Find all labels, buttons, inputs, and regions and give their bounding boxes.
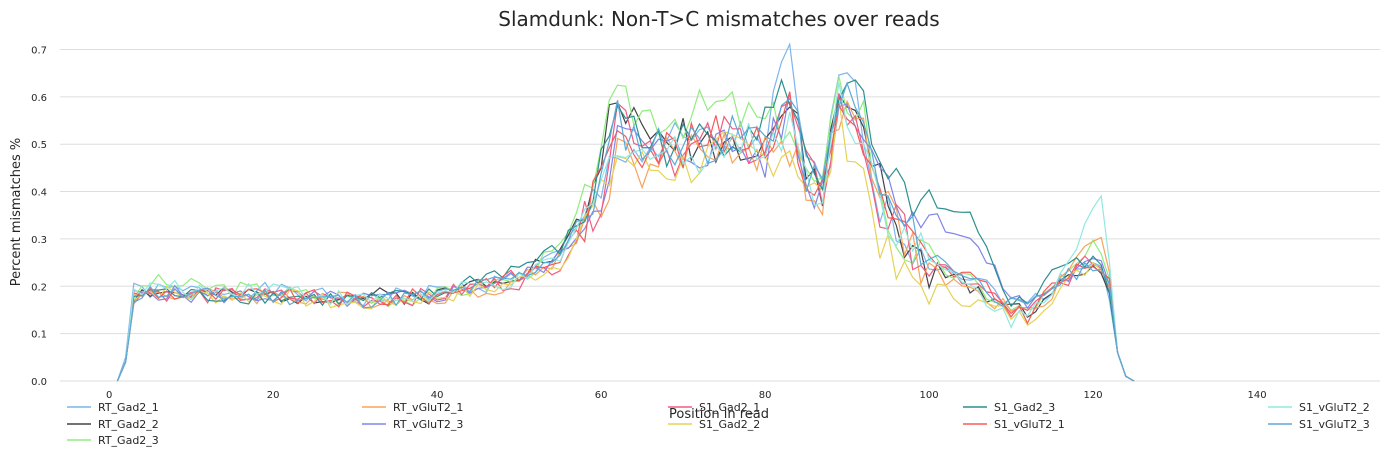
series-line-s1-gad2-2 — [116, 98, 1135, 382]
x-tick-label: 60 — [595, 390, 608, 401]
y-tick-label: 0.4 — [31, 188, 47, 199]
legend-label-rt-gad2-3: RT_Gad2_3 — [98, 434, 159, 447]
y-tick-label: 0.2 — [31, 282, 47, 293]
y-axis-ticks: 0.0 0.1 0.2 0.3 0.4 0.5 0.6 0.7 — [31, 45, 47, 388]
series-lines — [116, 42, 1135, 382]
x-tick-label: 140 — [1247, 390, 1266, 401]
y-tick-label: 0.5 — [31, 140, 47, 151]
series-line-s1-vglut2-1 — [116, 91, 1135, 382]
x-tick-label: 40 — [431, 390, 444, 401]
y-tick-label: 0.6 — [31, 93, 47, 104]
y-tick-label: 0.3 — [31, 235, 47, 246]
legend-label-s1-gad2-1: S1_Gad2_1 — [699, 401, 760, 414]
legend-label-s1-vglut2-1: S1_vGluT2_1 — [994, 418, 1065, 431]
x-tick-label: 80 — [759, 390, 772, 401]
y-axis-label: Percent mismatches % — [9, 138, 24, 286]
grid — [60, 48, 1380, 382]
legend-label-s1-vglut2-2: S1_vGluT2_2 — [1299, 401, 1370, 414]
x-axis-ticks: 0 20 40 60 80 100 120 140 — [106, 390, 1267, 401]
x-axis-label: Position in read — [669, 407, 769, 422]
chart-title: Slamdunk: Non-T>C mismatches over reads — [498, 7, 939, 31]
legend-label-rt-vglut2-3: RT_vGluT2_3 — [393, 418, 463, 431]
legend-label-s1-gad2-2: S1_Gad2_2 — [699, 418, 760, 431]
y-tick-label: 0.0 — [31, 377, 47, 388]
series-line-rt-gad2-3 — [116, 76, 1135, 382]
series-line-rt-gad2-1 — [116, 42, 1135, 382]
series-line-rt-vglut2-3 — [116, 91, 1135, 382]
legend-label-rt-gad2-1: RT_Gad2_1 — [98, 401, 159, 414]
legend-label-s1-vglut2-3: S1_vGluT2_3 — [1299, 418, 1370, 431]
x-tick-label: 120 — [1083, 390, 1102, 401]
series-line-rt-vglut2-1 — [116, 99, 1135, 382]
series-line-s1-gad2-3 — [116, 78, 1135, 382]
legend: RT_Gad2_1 RT_Gad2_2 RT_Gad2_3 RT_vGluT2_1 RT… — [67, 401, 1370, 447]
legend-label-rt-gad2-2: RT_Gad2_2 — [98, 418, 159, 431]
legend-label-rt-vglut2-1: RT_vGluT2_1 — [393, 401, 463, 414]
series-line-s1-vglut2-2 — [116, 82, 1135, 382]
y-tick-label: 0.1 — [31, 330, 47, 341]
y-tick-label: 0.7 — [31, 45, 47, 56]
x-tick-label: 100 — [920, 390, 939, 401]
series-line-s1-vglut2-3 — [116, 81, 1135, 382]
x-tick-label: 20 — [267, 390, 280, 401]
x-tick-label: 0 — [106, 390, 112, 401]
legend-label-s1-gad2-3: S1_Gad2_3 — [994, 401, 1055, 414]
